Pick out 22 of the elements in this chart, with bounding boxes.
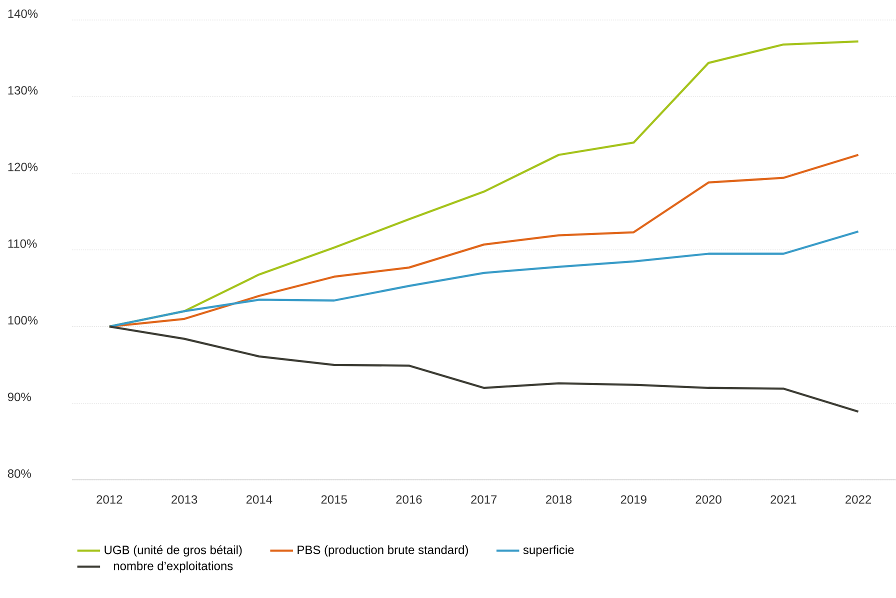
x-tick-label: 2014 <box>246 495 272 504</box>
x-tick-label: 2022 <box>846 495 872 504</box>
y-tick-label: 140% <box>8 10 38 18</box>
legend-label: UGB (unité de gros bétail) <box>104 545 242 557</box>
y-tick-label: 110% <box>8 239 37 248</box>
legend-label: PBS (production brute standard) <box>298 545 468 557</box>
legend-label: superficie <box>523 545 574 557</box>
x-tick-label: 2021 <box>770 495 796 504</box>
y-tick-label: 130% <box>8 86 38 95</box>
y-tick-label: 90% <box>8 392 31 402</box>
x-tick-label: 2020 <box>696 495 722 504</box>
x-tick-label: 2017 <box>471 495 497 504</box>
y-tick-label: 80% <box>8 469 31 478</box>
x-tick-label: 2015 <box>321 495 347 504</box>
x-tick-label: 2013 <box>172 495 198 504</box>
y-tick-label: 120% <box>8 162 38 172</box>
y-tick-label: 100% <box>8 316 38 325</box>
x-tick-label: 2019 <box>620 495 646 504</box>
legend-label: nombre d’exploitations <box>114 561 233 573</box>
x-tick-label: 2012 <box>96 495 122 504</box>
x-tick-label: 2018 <box>546 495 572 504</box>
x-tick-label: 2016 <box>396 495 422 504</box>
